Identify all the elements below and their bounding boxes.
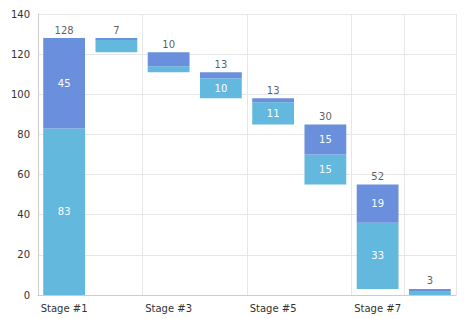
svg-text:120: 120 (11, 49, 30, 60)
svg-text:40: 40 (17, 209, 30, 220)
svg-text:Stage #5: Stage #5 (250, 303, 297, 314)
svg-text:45: 45 (58, 78, 71, 89)
svg-text:140: 140 (11, 9, 30, 20)
svg-text:11: 11 (267, 108, 280, 119)
svg-text:10: 10 (162, 39, 175, 50)
svg-text:80: 80 (17, 129, 30, 140)
svg-text:13: 13 (215, 59, 228, 70)
svg-text:7: 7 (113, 25, 119, 36)
svg-text:52: 52 (371, 171, 384, 182)
svg-text:Stage #3: Stage #3 (145, 303, 192, 314)
svg-text:Stage #7: Stage #7 (354, 303, 401, 314)
svg-text:30: 30 (319, 111, 332, 122)
svg-text:20: 20 (17, 249, 30, 260)
svg-text:Stage #1: Stage #1 (41, 303, 88, 314)
svg-text:60: 60 (17, 169, 30, 180)
svg-text:13: 13 (267, 85, 280, 96)
svg-text:19: 19 (371, 198, 384, 209)
svg-text:15: 15 (319, 134, 332, 145)
svg-text:100: 100 (11, 89, 30, 100)
svg-text:83: 83 (58, 206, 71, 217)
svg-text:15: 15 (319, 164, 332, 175)
svg-text:3: 3 (427, 275, 433, 286)
svg-text:33: 33 (371, 250, 384, 261)
svg-text:10: 10 (215, 83, 228, 94)
svg-text:0: 0 (24, 290, 30, 301)
svg-text:128: 128 (55, 25, 74, 36)
